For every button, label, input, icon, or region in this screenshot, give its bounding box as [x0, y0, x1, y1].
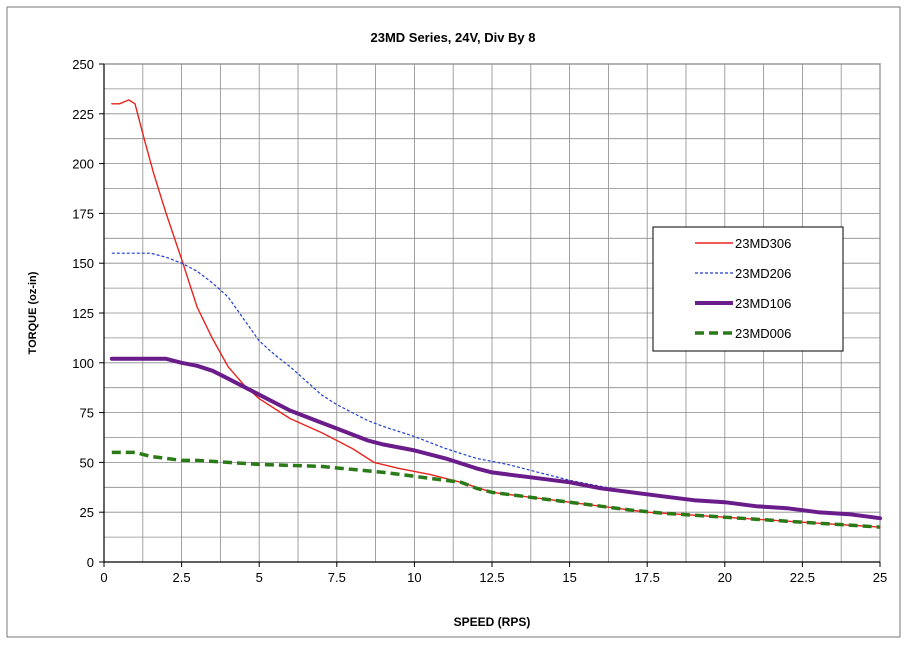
y-tick-label: 150	[72, 256, 94, 271]
y-axis-label: TORQUE (oz-in)	[27, 271, 39, 354]
x-tick-label: 25	[873, 570, 887, 585]
y-tick-label: 25	[80, 505, 94, 520]
x-tick-label: 22.5	[790, 570, 815, 585]
legend-label: 23MD006	[735, 326, 791, 341]
x-tick-label: 17.5	[635, 570, 660, 585]
x-tick-label: 7.5	[328, 570, 346, 585]
y-tick-label: 200	[72, 157, 94, 172]
series-line-23md006	[111, 450, 881, 529]
x-tick-label: 20	[718, 570, 732, 585]
x-tick-label: 12.5	[479, 570, 504, 585]
x-axis-label: SPEED (RPS)	[454, 615, 531, 629]
legend-label: 23MD206	[735, 266, 791, 281]
legend-box	[652, 226, 844, 352]
x-tick-label: 5	[256, 570, 263, 585]
y-tick-label: 125	[72, 306, 94, 321]
y-tick-label: 250	[72, 57, 94, 72]
legend-label: 23MD306	[735, 236, 791, 251]
y-tick-label: 75	[80, 406, 94, 421]
legend-label: 23MD106	[735, 296, 791, 311]
y-tick-label: 50	[80, 455, 94, 470]
series-line-23md106	[109, 356, 882, 521]
y-tick-label: 225	[72, 107, 94, 122]
x-tick-label: 0	[100, 570, 107, 585]
chart-title: 23MD Series, 24V, Div By 8	[370, 30, 535, 45]
y-tick-label: 175	[72, 206, 94, 221]
legend: 23MD306 23MD206 23MD106 23MD006	[652, 226, 844, 352]
axes: 0 2.5 5 7.5 10 12.5 15 17.5 20 22.5 25025507510012…	[72, 57, 887, 585]
x-tick-label: 2.5	[173, 570, 191, 585]
y-tick-label: 0	[87, 555, 94, 570]
x-tick-label: 10	[407, 570, 421, 585]
series-lines	[109, 99, 882, 529]
y-tick-label: 100	[72, 356, 94, 371]
x-tick-label: 15	[562, 570, 576, 585]
